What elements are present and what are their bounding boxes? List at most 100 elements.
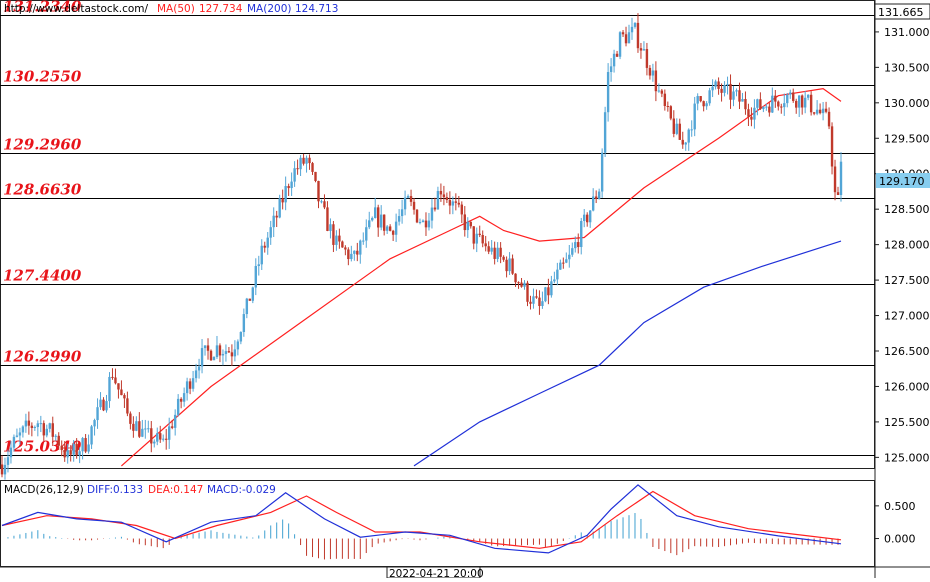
- candle-body: [577, 242, 580, 248]
- candle-body: [523, 282, 526, 287]
- ma200-line: [413, 240, 842, 467]
- candle-body: [138, 421, 141, 437]
- candle-body: [42, 423, 46, 436]
- candle-body: [18, 432, 22, 436]
- current-price-badge-text: 129.170: [879, 175, 925, 188]
- candle-body: [120, 389, 123, 396]
- candle-body: [132, 423, 135, 431]
- candle-body: [520, 282, 523, 287]
- candle-body: [442, 194, 446, 198]
- candle-body: [242, 314, 246, 333]
- candle-body: [12, 436, 16, 448]
- candle-body: [556, 269, 559, 280]
- candle-body: [311, 163, 314, 172]
- candle-body: [227, 351, 231, 353]
- candle-body: [123, 395, 126, 399]
- candle-body: [672, 118, 675, 134]
- candle-body: [102, 399, 105, 411]
- candle-body: [129, 413, 132, 424]
- candle-body: [762, 106, 765, 110]
- candle-body: [93, 420, 96, 427]
- candle-body: [263, 245, 266, 248]
- price-tick-label-6: 128.000: [884, 239, 930, 252]
- candle-body: [517, 282, 520, 284]
- candle-body: [30, 425, 34, 428]
- price-tick-label-2: 130.000: [884, 97, 930, 110]
- candle-body: [511, 258, 514, 274]
- candle-body: [657, 90, 661, 92]
- candle-body: [233, 349, 237, 357]
- candle-body: [397, 216, 401, 222]
- candle-body: [732, 91, 735, 100]
- candle-body: [197, 366, 201, 371]
- candle-body: [433, 207, 437, 210]
- candle-body: [379, 214, 383, 228]
- candle-body: [553, 279, 556, 282]
- candle-body: [168, 426, 171, 440]
- candle-body: [329, 224, 332, 231]
- candle-body: [251, 287, 255, 301]
- level-label-1: 130.2550: [3, 68, 82, 86]
- candle-body: [108, 376, 111, 402]
- candle-body: [99, 399, 102, 408]
- candle-body: [747, 109, 750, 117]
- candle-body: [147, 428, 150, 430]
- candle-body: [451, 201, 455, 206]
- candle-body: [305, 157, 308, 164]
- candle-body: [314, 171, 317, 181]
- top-price-badge: [874, 3, 930, 20]
- candle-body: [179, 398, 183, 402]
- candle-body: [606, 72, 610, 113]
- level-label-2: 129.2960: [3, 136, 82, 154]
- ma50-value: 127.734: [199, 3, 243, 15]
- candle-body: [299, 157, 302, 170]
- candle-body: [165, 438, 168, 440]
- candle-body: [284, 186, 287, 203]
- candle-body: [162, 438, 165, 440]
- candle-body: [663, 93, 667, 106]
- macd-diff-line: [1, 484, 842, 554]
- candle-body: [505, 259, 508, 272]
- candle-body: [836, 192, 840, 195]
- candle-body: [371, 217, 374, 221]
- candle-body: [388, 226, 392, 231]
- candle-body: [78, 451, 81, 456]
- ma50-label: MA(50): [157, 3, 195, 15]
- candle-body: [114, 377, 117, 384]
- candle-body: [830, 126, 834, 167]
- candle-body: [821, 108, 825, 114]
- candle-body: [609, 66, 613, 73]
- candle-body: [588, 210, 592, 223]
- candle-body: [669, 106, 673, 119]
- candle-body: [341, 241, 344, 248]
- candle-body: [239, 332, 243, 342]
- candle-body: [60, 445, 63, 451]
- candle-body: [287, 186, 290, 189]
- candle-body: [803, 97, 807, 108]
- candle-body: [368, 220, 371, 228]
- candle-body: [774, 95, 777, 102]
- candle-body: [514, 273, 517, 283]
- candle-body: [418, 222, 422, 224]
- candle-body: [624, 34, 628, 44]
- candle-body: [792, 92, 795, 101]
- candle-body: [750, 116, 753, 120]
- price-tick-label-5: 128.500: [884, 203, 930, 216]
- candle-body: [188, 381, 192, 389]
- candle-body: [729, 83, 732, 100]
- candle-body: [66, 450, 69, 458]
- level-label-4: 127.4400: [3, 267, 82, 285]
- candle-body: [508, 258, 511, 272]
- candle-body: [726, 83, 729, 86]
- candle-body: [266, 237, 269, 248]
- candle-body: [502, 256, 505, 260]
- macd-diff-label: DIFF:0.133: [87, 484, 143, 496]
- candle-body: [544, 287, 547, 302]
- candle-body: [206, 345, 210, 351]
- macd-tick-label-0: 0.500: [884, 500, 916, 513]
- candle-body: [45, 428, 48, 436]
- candle-body: [744, 99, 747, 110]
- candle-body: [690, 129, 693, 131]
- candle-body: [415, 209, 419, 223]
